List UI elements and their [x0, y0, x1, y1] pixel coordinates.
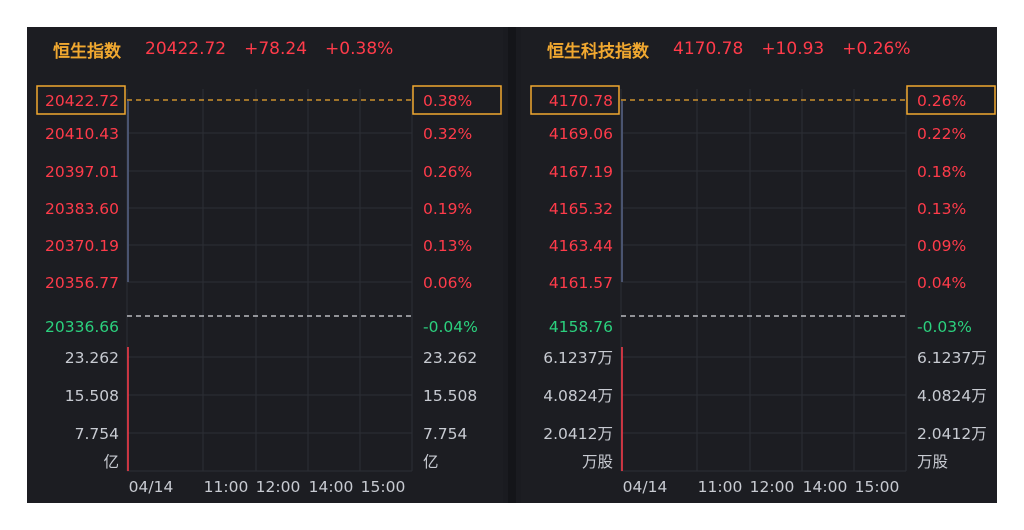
x-tick-label: 12:00	[256, 478, 301, 496]
index-change-pct: +0.38%	[325, 39, 394, 59]
x-tick-label: 15:00	[855, 478, 900, 496]
volume-tick-label: 7.754	[75, 425, 119, 443]
volume-tick-label: 15.508	[65, 387, 119, 405]
volume-tick-label: 15.508	[423, 387, 477, 405]
price-tick-label: 20422.72	[45, 92, 119, 110]
hstech-panel: 恒生科技指数 4170.78 +10.93 +0.26% 4170.78 0.26% 416…	[521, 27, 997, 503]
index-change: +10.93	[761, 39, 825, 59]
price-tick-label: 20370.19	[45, 237, 119, 255]
chart-svg: 4170.78 0.26% 4169.06 0.22% 4167.19 0.18% 4165…	[530, 85, 996, 496]
chart-svg: 20422.72 0.38% 20410.43 0.32% 20397.01 0.26% 2…	[36, 85, 502, 496]
x-tick-label: 15:00	[361, 478, 406, 496]
volume-unit-label: 亿	[103, 453, 119, 471]
price-tick-label: 4161.57	[549, 274, 613, 292]
volume-tick-label: 7.754	[423, 425, 467, 443]
volume-unit-label: 亿	[423, 453, 439, 471]
volume-tick-label: 2.0412万	[543, 425, 613, 443]
index-change-pct: +0.26%	[842, 39, 911, 59]
x-tick-label: 11:00	[698, 478, 743, 496]
pct-tick-label: -0.03%	[917, 318, 972, 336]
volume-unit-label: 万股	[582, 453, 613, 471]
price-tick-label: 20397.01	[45, 163, 119, 181]
hsi-panel: 恒生指数 20422.72 +78.24 +0.38% 20422.72 0.38% 204…	[27, 27, 503, 503]
price-tick-label: 4167.19	[549, 163, 613, 181]
volume-tick-label: 6.1237万	[543, 349, 613, 367]
index-header: 恒生指数 20422.72 +78.24 +0.38%	[53, 35, 411, 63]
volume-unit-label: 万股	[917, 453, 948, 471]
price-tick-label: 4163.44	[549, 237, 613, 255]
index-name: 恒生科技指数	[547, 41, 649, 62]
index-change: +78.24	[244, 39, 308, 59]
volume-tick-label: 2.0412万	[917, 425, 987, 443]
x-tick-label: 04/14	[129, 478, 174, 496]
price-tick-label: 20336.66	[45, 318, 119, 336]
volume-tick-label: 4.0824万	[917, 387, 987, 405]
price-tick-label: 20356.77	[45, 274, 119, 292]
pct-tick-label: 0.06%	[423, 274, 472, 292]
volume-tick-label: 23.262	[65, 349, 119, 367]
volume-tick-label: 6.1237万	[917, 349, 987, 367]
pct-tick-label: -0.04%	[423, 318, 478, 336]
price-tick-label: 4169.06	[549, 125, 613, 143]
pct-tick-label: 0.19%	[423, 200, 472, 218]
index-header: 恒生科技指数 4170.78 +10.93 +0.26%	[547, 35, 928, 63]
chart-frame: 恒生指数 20422.72 +78.24 +0.38% 20422.72 0.38% 204…	[27, 27, 997, 503]
volume-tick-label: 23.262	[423, 349, 477, 367]
pct-tick-label: 0.04%	[917, 274, 966, 292]
index-name: 恒生指数	[53, 41, 121, 62]
x-tick-label: 12:00	[750, 478, 795, 496]
price-tick-label: 20383.60	[45, 200, 119, 218]
pct-tick-label: 0.22%	[917, 125, 966, 143]
current-pct-box	[906, 85, 996, 115]
index-price: 20422.72	[145, 39, 227, 59]
price-tick-label: 4158.76	[549, 318, 613, 336]
x-tick-label: 04/14	[623, 478, 668, 496]
x-tick-label: 14:00	[309, 478, 354, 496]
x-tick-label: 11:00	[204, 478, 249, 496]
pct-tick-label: 0.38%	[423, 92, 472, 110]
price-tick-label: 20410.43	[45, 125, 119, 143]
panel-divider	[508, 27, 516, 503]
current-price-box	[530, 85, 620, 115]
current-pct-box	[412, 85, 502, 115]
x-tick-label: 14:00	[803, 478, 848, 496]
pct-tick-label: 0.26%	[423, 163, 472, 181]
pct-tick-label: 0.13%	[917, 200, 966, 218]
pct-tick-label: 0.18%	[917, 163, 966, 181]
current-price-box	[36, 85, 126, 115]
pct-tick-label: 0.32%	[423, 125, 472, 143]
price-tick-label: 4170.78	[549, 92, 613, 110]
price-tick-label: 4165.32	[549, 200, 613, 218]
pct-tick-label: 0.13%	[423, 237, 472, 255]
index-price: 4170.78	[673, 39, 744, 59]
volume-tick-label: 4.0824万	[543, 387, 613, 405]
pct-tick-label: 0.26%	[917, 92, 966, 110]
pct-tick-label: 0.09%	[917, 237, 966, 255]
